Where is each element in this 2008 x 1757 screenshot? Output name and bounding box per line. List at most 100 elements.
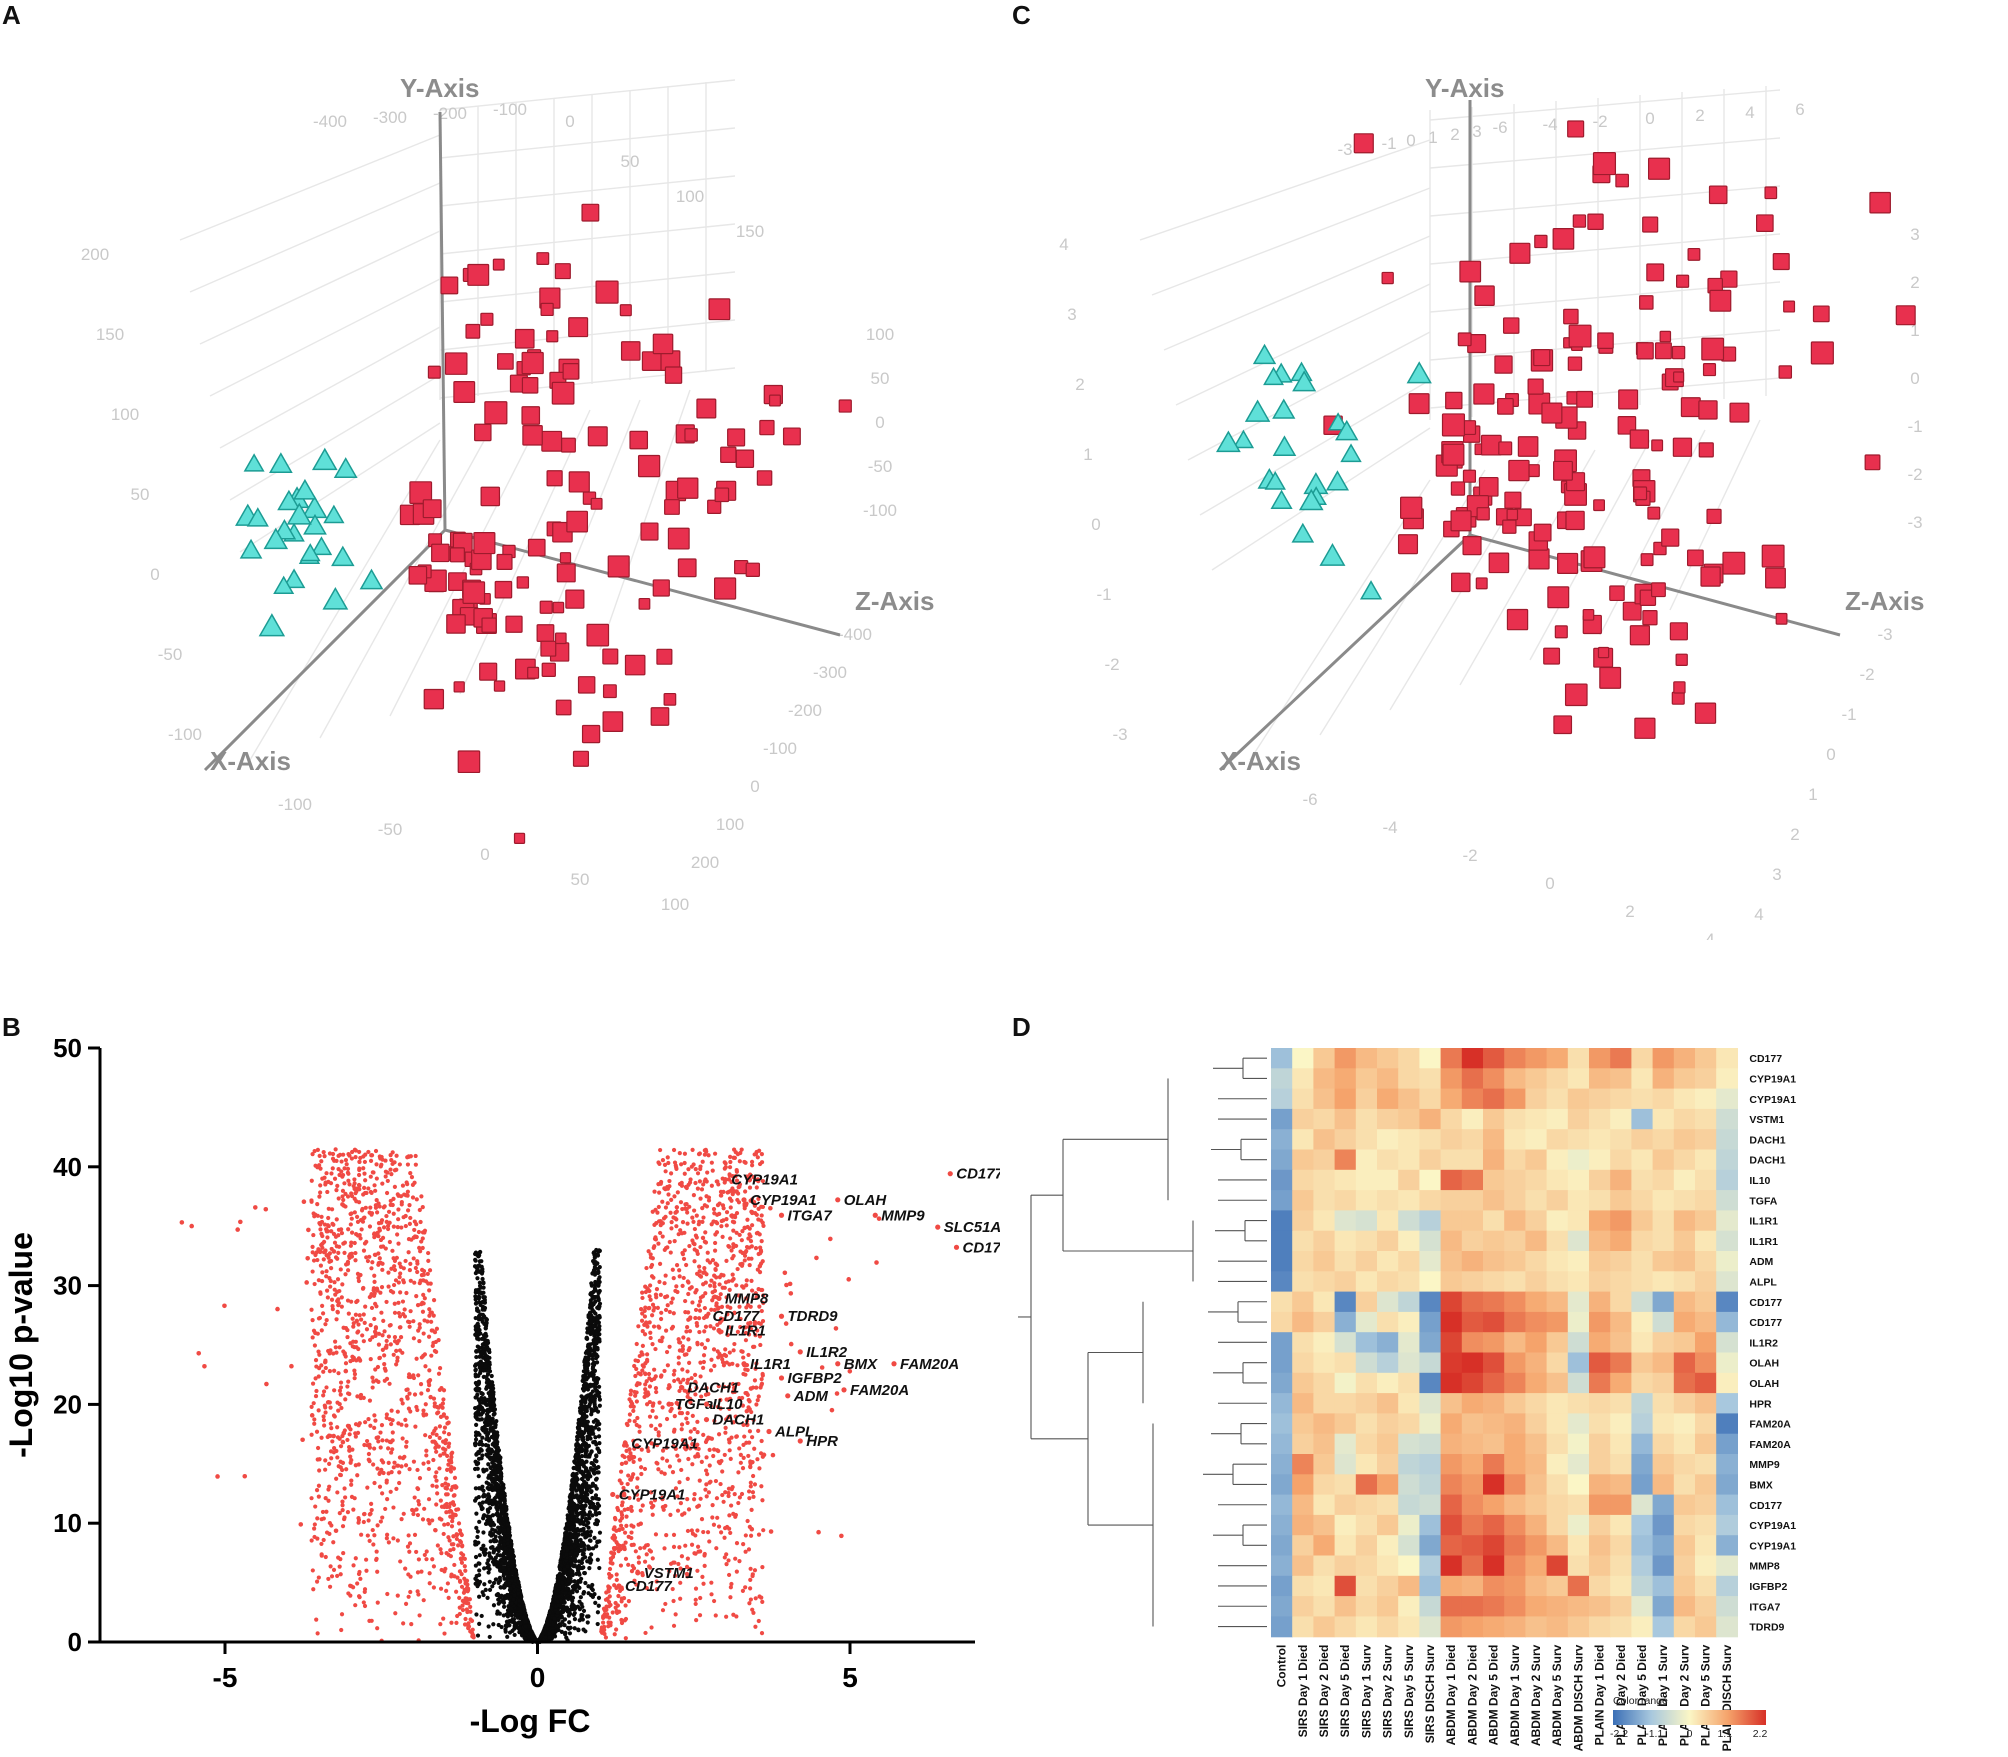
volcano-point-red: [685, 1476, 690, 1481]
volcano-point-red: [742, 1253, 748, 1258]
volcano-point-red: [376, 1379, 381, 1384]
volcano-point-black: [584, 1516, 589, 1521]
panel-label-b: B: [2, 1012, 21, 1042]
square-marker: [638, 597, 651, 610]
volcano-point-black: [581, 1627, 586, 1632]
volcano-point-black: [570, 1602, 575, 1607]
volcano-point-red: [747, 1262, 752, 1268]
volcano-point-black: [475, 1534, 480, 1540]
volcano-point-red: [438, 1586, 444, 1591]
volcano-point-red: [335, 1425, 340, 1430]
volcano-point-black: [475, 1529, 480, 1534]
volcano-point-black: [596, 1434, 602, 1439]
volcano-point-black: [570, 1563, 575, 1568]
volcano-point-red: [677, 1151, 682, 1156]
volcano-point-black: [498, 1475, 503, 1480]
volcano-point-black: [489, 1498, 494, 1503]
volcano-point-black: [481, 1543, 486, 1548]
volcano-point-red: [353, 1258, 358, 1263]
volcano-point-black: [478, 1312, 483, 1317]
volcano-point-black: [589, 1558, 594, 1563]
volcano-point-black: [597, 1403, 602, 1408]
volcano-point-black: [563, 1591, 568, 1596]
volcano-point-black: [570, 1478, 575, 1483]
volcano-point-red: [388, 1489, 393, 1494]
volcano-point-red: [338, 1267, 343, 1272]
volcano-point-red: [709, 1580, 714, 1585]
volcano-point-red: [760, 1599, 765, 1605]
volcano-point-black: [498, 1516, 503, 1521]
volcano-point-black: [494, 1458, 500, 1463]
triangle-marker: [311, 447, 338, 471]
volcano-point-red: [639, 1307, 644, 1312]
volcano-point-black: [577, 1585, 582, 1590]
square-marker: [492, 258, 505, 271]
volcano-point-black: [476, 1379, 481, 1384]
volcano-point-black: [491, 1603, 497, 1608]
grid-line: [599, 389, 691, 651]
grid-line: [1199, 379, 1431, 516]
volcano-point-red: [723, 1430, 728, 1435]
volcano-point-black: [509, 1606, 514, 1611]
volcano-point-black: [572, 1554, 577, 1559]
volcano-point-black: [587, 1516, 592, 1521]
volcano-point-red: [327, 1461, 332, 1467]
volcano-point-black: [490, 1520, 495, 1525]
triangle-marker: [1406, 361, 1432, 384]
volcano-point-red: [711, 1347, 717, 1352]
volcano-point-black: [575, 1425, 581, 1430]
volcano-point-red: [688, 1429, 693, 1434]
volcano-point-red: [400, 1401, 405, 1406]
volcano-point-black: [476, 1456, 482, 1461]
square-marker: [1498, 441, 1513, 456]
square-marker: [1533, 348, 1551, 367]
volcano-point-black: [596, 1306, 601, 1311]
square-marker: [1462, 536, 1482, 556]
volcano-point-black: [487, 1587, 493, 1592]
volcano-point-black: [577, 1468, 582, 1473]
square-marker: [1442, 443, 1465, 466]
volcano-point-red: [743, 1189, 748, 1194]
volcano-point-red: [719, 1224, 724, 1229]
volcano-point-black: [573, 1551, 578, 1556]
tick-label: -100: [278, 795, 312, 814]
volcano-point-red: [692, 1208, 697, 1213]
volcano-point-red: [681, 1335, 686, 1340]
volcano-point-red: [396, 1310, 402, 1316]
tick-label: 4: [1745, 103, 1754, 122]
volcano-point-red: [734, 1283, 739, 1288]
volcano-point-black: [563, 1630, 568, 1635]
volcano-point-red: [405, 1396, 410, 1401]
volcano-point-red: [446, 1431, 452, 1437]
panel-label-c: C: [1012, 0, 1031, 30]
square-marker: [521, 377, 539, 394]
square-marker: [1557, 552, 1579, 574]
volcano-point-red: [324, 1269, 329, 1274]
tick-label: -400: [838, 625, 872, 644]
volcano-point-black: [584, 1533, 589, 1539]
triangle-marker: [1340, 443, 1362, 463]
volcano-point-red: [360, 1333, 365, 1338]
volcano-point-red: [350, 1316, 355, 1321]
square-marker: [1476, 507, 1490, 521]
z-axis-label: Z-Axis: [855, 586, 934, 616]
square-marker: [595, 280, 619, 304]
square-marker: [667, 527, 690, 550]
volcano-point-black: [492, 1467, 497, 1472]
volcano-point-red: [639, 1318, 645, 1323]
volcano-point-black: [571, 1466, 576, 1471]
volcano-point-red: [337, 1345, 342, 1350]
square-marker: [1775, 612, 1788, 625]
tick-label: 100: [661, 895, 689, 914]
volcano-point-black: [494, 1449, 499, 1454]
volcano-point-black: [476, 1309, 481, 1314]
points: [1215, 120, 1916, 739]
volcano-point-black: [491, 1386, 496, 1391]
volcano-point-black: [589, 1281, 594, 1286]
volcano-point-red: [745, 1217, 750, 1222]
volcano-point-black: [477, 1432, 482, 1437]
volcano-point-black: [477, 1283, 483, 1289]
volcano-point-black: [572, 1617, 578, 1622]
square-marker: [587, 426, 608, 447]
volcano-point-black: [477, 1280, 482, 1285]
